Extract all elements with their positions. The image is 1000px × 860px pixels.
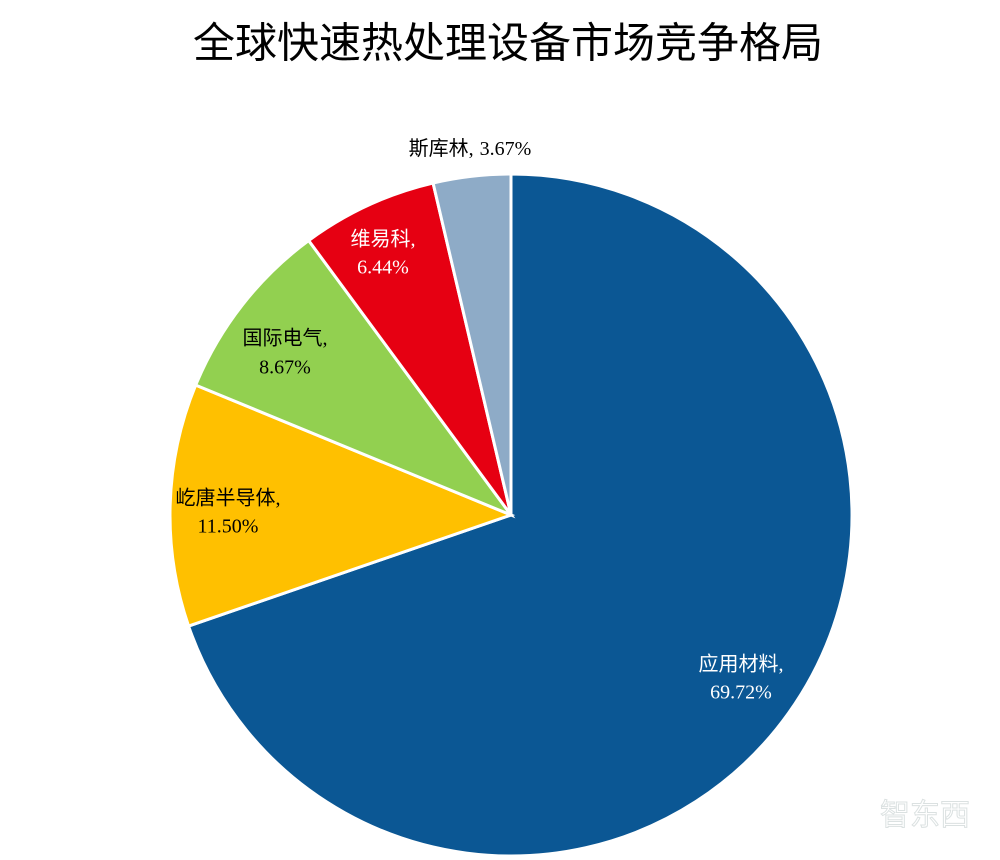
category-label: 应用材料, — [699, 653, 784, 676]
value-label: 8.67% — [259, 357, 311, 379]
category-label: 维易科, — [351, 228, 416, 251]
pie-slice — [186, 172, 854, 858]
value-label: 6.44% — [357, 257, 409, 279]
category-label: 屹唐半导体, — [176, 487, 281, 510]
pie-slice — [431, 172, 513, 516]
watermark: 智东西 — [880, 799, 970, 832]
category-label: 斯库林, — [409, 137, 474, 160]
pie-slice — [193, 238, 516, 519]
value-label: 3.67% — [480, 138, 532, 160]
data-label: 斯库林, 3.67% — [409, 137, 532, 160]
pie-slice — [306, 181, 513, 516]
category-label: 国际电气, — [243, 327, 328, 350]
chart-title: 全球快速热处理设备市场竞争格局 — [193, 21, 823, 68]
pie-slice — [168, 383, 516, 628]
value-label: 11.50% — [198, 516, 259, 538]
value-label: 69.72% — [710, 682, 772, 704]
